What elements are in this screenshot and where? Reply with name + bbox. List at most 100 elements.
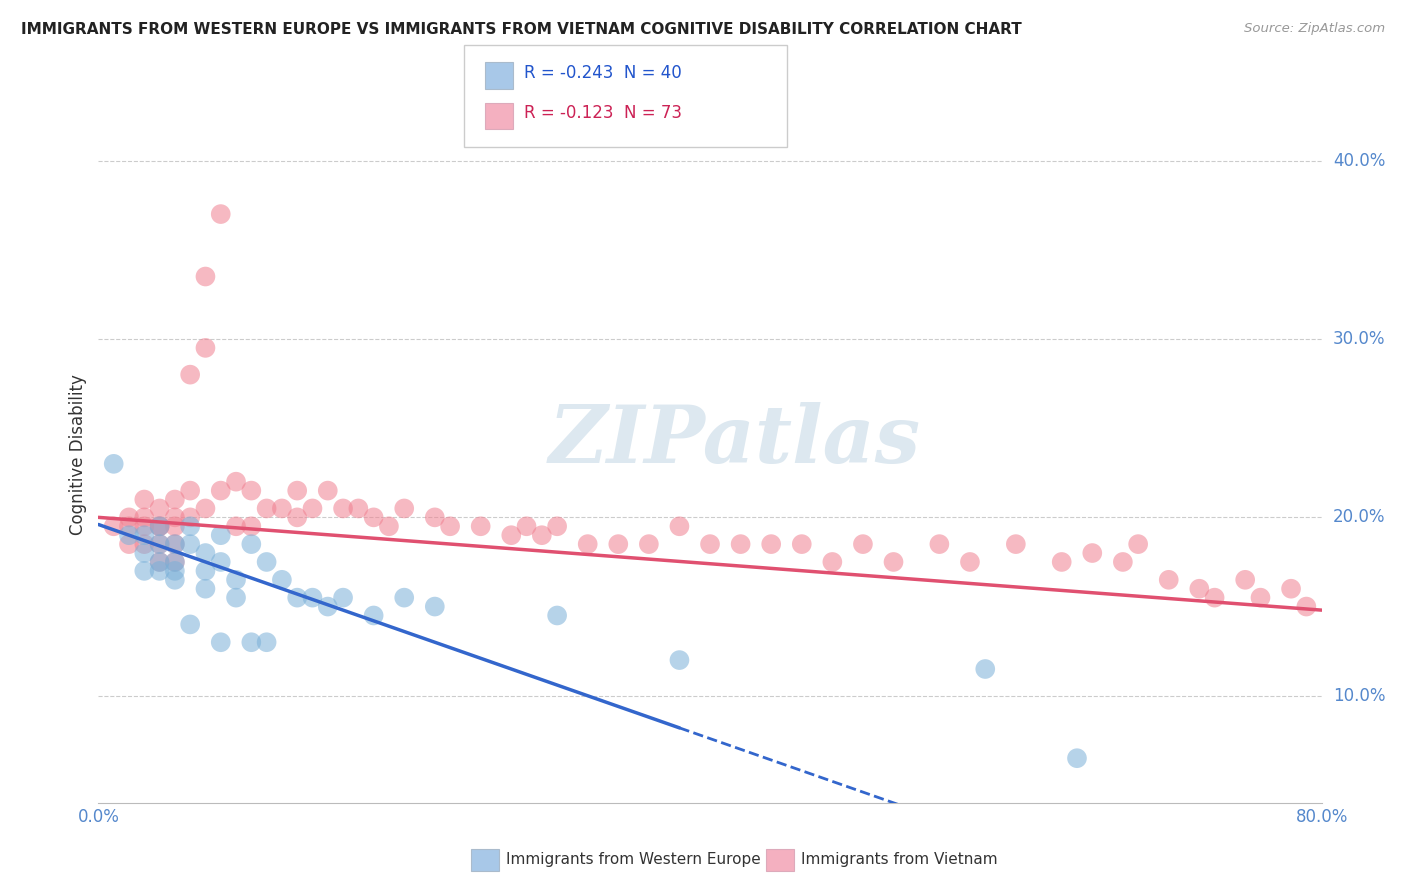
Point [194,341,217,355]
Point [163,537,186,551]
Point [194,269,217,284]
Point [1295,599,1317,614]
Point [240,483,263,498]
Point [163,519,186,533]
Text: IMMIGRANTS FROM WESTERN EUROPE VS IMMIGRANTS FROM VIETNAM COGNITIVE DISABILITY C: IMMIGRANTS FROM WESTERN EUROPE VS IMMIGR… [21,22,1022,37]
Point [1112,555,1135,569]
Point [270,501,292,516]
Point [668,519,690,533]
Point [790,537,813,551]
Point [194,564,217,578]
Text: Immigrants from Western Europe: Immigrants from Western Europe [506,853,761,867]
Point [240,635,263,649]
Point [209,483,232,498]
Point [179,519,201,533]
Point [974,662,997,676]
Point [163,555,186,569]
Text: Immigrants from Vietnam: Immigrants from Vietnam [801,853,998,867]
Point [209,528,232,542]
Point [179,537,201,551]
Point [378,519,401,533]
Point [163,564,186,578]
Point [637,537,661,551]
Point [134,492,156,507]
Point [959,555,981,569]
Point [149,519,172,533]
Point [316,599,339,614]
Point [149,501,172,516]
Point [194,546,217,560]
Point [1234,573,1257,587]
Point [332,501,354,516]
Point [852,537,875,551]
Point [225,591,247,605]
Point [423,599,446,614]
Point [332,591,354,605]
Point [103,519,125,533]
Text: 10.0%: 10.0% [1333,687,1385,705]
Text: 30.0%: 30.0% [1333,330,1385,348]
Point [149,537,172,551]
Point [546,519,568,533]
Point [285,510,308,524]
Point [225,475,247,489]
Text: R = -0.243  N = 40: R = -0.243 N = 40 [524,64,682,82]
Point [163,537,186,551]
Point [240,519,263,533]
Point [363,608,385,623]
Point [668,653,690,667]
Point [163,492,186,507]
Point [1188,582,1211,596]
Point [285,483,308,498]
Point [256,555,278,569]
Point [179,510,201,524]
Point [149,564,172,578]
Point [209,635,232,649]
Point [134,537,156,551]
Point [194,501,217,516]
Point [530,528,553,542]
Point [301,591,323,605]
Point [134,528,156,542]
Point [194,582,217,596]
Point [256,635,278,649]
Point [149,519,172,533]
Point [209,555,232,569]
Point [240,537,263,551]
Point [1157,573,1180,587]
Point [225,573,247,587]
Point [607,537,630,551]
Point [149,537,172,551]
Point [209,207,232,221]
Text: Source: ZipAtlas.com: Source: ZipAtlas.com [1244,22,1385,36]
Point [163,555,186,569]
Point [821,555,844,569]
Point [316,483,339,498]
Point [270,573,292,587]
Point [118,519,141,533]
Point [1279,582,1302,596]
Point [134,546,156,560]
Point [134,519,156,533]
Point [1066,751,1088,765]
Y-axis label: Cognitive Disability: Cognitive Disability [69,375,87,535]
Text: R = -0.123  N = 73: R = -0.123 N = 73 [524,104,682,122]
Text: 20.0%: 20.0% [1333,508,1385,526]
Point [103,457,125,471]
Point [392,501,416,516]
Text: ZIPatlas: ZIPatlas [548,402,921,480]
Point [546,608,568,623]
Point [149,555,172,569]
Point [134,564,156,578]
Point [179,617,201,632]
Point [392,591,416,605]
Point [149,555,172,569]
Point [179,483,201,498]
Point [1204,591,1226,605]
Point [1004,537,1026,551]
Point [1128,537,1150,551]
Point [730,537,752,551]
Point [225,519,247,533]
Point [883,555,905,569]
Point [163,573,186,587]
